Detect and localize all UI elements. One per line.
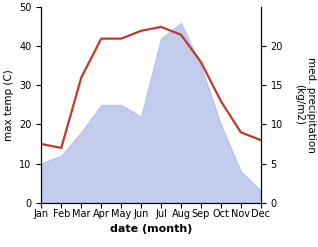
X-axis label: date (month): date (month) [110, 224, 192, 234]
Y-axis label: max temp (C): max temp (C) [4, 69, 14, 141]
Y-axis label: med. precipitation
(kg/m2): med. precipitation (kg/m2) [294, 57, 315, 153]
